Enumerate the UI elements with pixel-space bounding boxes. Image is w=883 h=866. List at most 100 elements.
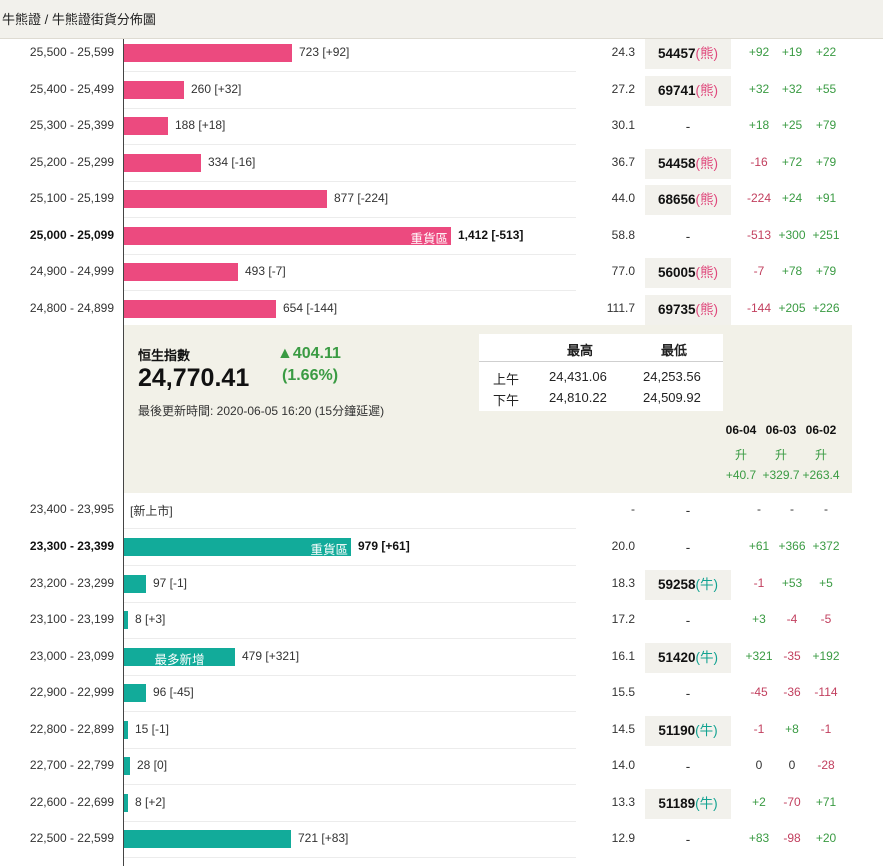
bull-row: 23,300 - 23,399 重貨區 979 [+61] 20.0 - +61 +366 +…: [0, 530, 883, 566]
change-3: -28: [817, 758, 835, 772]
low-header: 最低: [661, 343, 688, 358]
change-3: -1: [820, 721, 832, 736]
leverage: 12.9: [611, 831, 635, 845]
row-divider: [124, 820, 576, 822]
price-range: 22,600 - 22,699: [29, 794, 114, 809]
outstanding-count: 8 [+2]: [135, 794, 166, 809]
bull-row: 22,600 - 22,699 8 [+2] 13.3 51189(牛) +2 -70 +7…: [0, 786, 883, 822]
price-range: 25,500 - 25,599: [29, 45, 114, 59]
warrant-code[interactable]: 56005: [657, 265, 696, 280]
warrant-code-link[interactable]: 54457(熊): [645, 39, 731, 69]
change-2: -70: [783, 794, 801, 809]
change-1: +3: [752, 612, 766, 626]
change-3: -: [824, 502, 828, 516]
outstanding-count: 188 [+18]: [175, 118, 226, 132]
high-low-table: 最高 最低 上午 24,431.06 24,253.56 下午 24,810.2…: [479, 334, 723, 411]
change-3: +192: [812, 648, 840, 663]
bull-bar: [124, 720, 128, 739]
warrant-code-link[interactable]: 54458(熊): [645, 148, 731, 179]
warrant-code[interactable]: 51189: [658, 795, 696, 811]
row-divider: [124, 711, 576, 712]
warrant-type: (牛): [695, 795, 718, 811]
warrant-code-link[interactable]: 68656(熊): [645, 185, 731, 215]
day-change: +329.7: [762, 468, 800, 482]
bull-row: 23,000 - 23,099 最多新增 479 [+321] 16.1 51420(牛…: [0, 640, 883, 676]
leverage: 14.0: [611, 758, 635, 772]
bear-row: 25,000 - 25,099 重貨區 1,412 [-513] 58.8 - -513 +…: [0, 219, 883, 255]
warrant-code[interactable]: 51420: [657, 649, 696, 665]
warrant-code[interactable]: 69735: [657, 301, 696, 317]
index-name: 恒生指數: [138, 348, 191, 363]
change-1: 0: [755, 758, 763, 772]
bear-bar: [124, 190, 327, 208]
warrant-code[interactable]: 54458: [657, 155, 696, 171]
new-listing-row: 23,400 - 23,995 [新上市] - - - - -: [0, 493, 883, 529]
change-1: +92: [748, 45, 770, 59]
price-range: 25,000 - 25,099: [29, 227, 114, 242]
code-placeholder: -: [685, 119, 691, 134]
leverage: 20.0: [611, 539, 635, 553]
change-2: +32: [781, 81, 803, 96]
change-2: -98: [783, 831, 801, 845]
row-divider: [124, 528, 576, 529]
zone-tag: 重貨區: [310, 543, 348, 557]
bear-row: 25,100 - 25,199 877 [-224] 44.0 68656(熊) -22…: [0, 182, 883, 218]
warrant-code-link[interactable]: 51189(牛): [645, 788, 731, 819]
warrant-code-link[interactable]: 51190(牛): [645, 715, 731, 746]
change-1: +83: [748, 831, 770, 845]
change-3: +79: [815, 118, 837, 132]
outstanding-count: 97 [-1]: [153, 575, 188, 590]
warrant-code-link[interactable]: 69735(熊): [645, 294, 731, 325]
change-1: +321: [745, 648, 773, 663]
leverage: 14.5: [611, 721, 635, 736]
row-divider: [124, 144, 576, 145]
bear-row: 25,300 - 25,399 188 [+18] 30.1 - +18 +25 +79: [0, 109, 883, 145]
warrant-code[interactable]: 51190: [658, 722, 696, 738]
change-1: -224: [746, 191, 772, 205]
change-3: -114: [814, 685, 838, 699]
price-range: 23,200 - 23,299: [29, 575, 114, 590]
warrant-code[interactable]: 54457: [657, 46, 696, 61]
outstanding-count: 877 [-224]: [334, 191, 389, 205]
warrant-code-link[interactable]: 69741(熊): [645, 75, 731, 106]
code-placeholder: -: [685, 613, 691, 628]
bull-row: 22,500 - 22,599 721 [+83] 12.9 - +83 -98 +20: [0, 822, 883, 858]
row-divider: [124, 180, 576, 182]
header-bar: 牛熊證 / 牛熊證街貨分佈圖: [0, 0, 883, 39]
index-panel: 恒生指數 24,770.41 ▲404.11 (1.66%) 最後更新時間: 2…: [124, 325, 852, 493]
zone-tag: 重貨區: [410, 231, 448, 246]
change-3: +251: [812, 227, 840, 242]
bull-bar: [124, 757, 130, 775]
code-placeholder: -: [685, 540, 691, 555]
change-1: -45: [750, 685, 768, 699]
change-3: -5: [820, 612, 832, 626]
breadcrumb[interactable]: 牛熊證 / 牛熊證街貨分佈圖: [2, 12, 156, 27]
change-2: -36: [783, 685, 801, 699]
table-divider: [479, 361, 723, 362]
change-3: +226: [812, 300, 840, 315]
warrant-code-link[interactable]: 59258(牛): [645, 569, 731, 600]
warrant-code-link[interactable]: 51420(牛): [645, 642, 731, 673]
change-3: +5: [819, 575, 833, 590]
change-1: +18: [748, 118, 770, 132]
am-label: 上午: [493, 372, 520, 387]
change-2: -35: [783, 648, 801, 663]
change-3: +22: [815, 45, 837, 59]
change-1: +32: [748, 81, 770, 96]
row-divider: [124, 71, 576, 72]
price-range: 25,200 - 25,299: [29, 154, 114, 169]
price-range: 24,800 - 24,899: [29, 300, 114, 315]
warrant-code[interactable]: 68656: [657, 192, 696, 207]
bull-row: 22,900 - 22,999 96 [-45] 15.5 - -45 -36 -114: [0, 676, 883, 712]
day-change: +263.4: [802, 468, 840, 482]
leverage: 24.3: [611, 45, 635, 59]
leverage: 18.3: [611, 575, 635, 590]
warrant-code-link[interactable]: 56005(熊): [645, 258, 731, 288]
price-range: 23,000 - 23,099: [29, 648, 114, 663]
warrant-code[interactable]: 69741: [657, 82, 696, 98]
warrant-code[interactable]: 59258: [657, 576, 696, 592]
change-1: -513: [746, 227, 772, 242]
code-placeholder: -: [685, 503, 691, 518]
price-range: 22,900 - 22,999: [29, 685, 114, 699]
change-1: -16: [750, 154, 768, 169]
